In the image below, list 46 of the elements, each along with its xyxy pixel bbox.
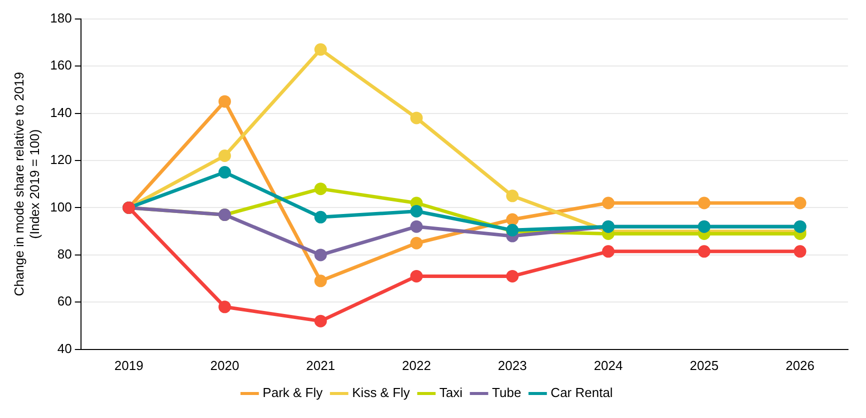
point bbox=[506, 213, 519, 226]
legend-label: Car Rental bbox=[550, 385, 613, 400]
legend-label: Park & Fly bbox=[262, 385, 324, 400]
point bbox=[698, 245, 710, 258]
point bbox=[602, 196, 615, 210]
point bbox=[218, 150, 231, 162]
y-tick-label: 160 bbox=[50, 58, 72, 73]
x-tick-label: 2025 bbox=[690, 358, 719, 373]
point bbox=[218, 95, 231, 108]
point bbox=[314, 210, 327, 224]
x-tick-label: 2020 bbox=[210, 358, 240, 373]
y-axis-title: Change in mode share relative to 2019 (Index 2019 = 100) bbox=[11, 72, 42, 296]
point bbox=[794, 245, 806, 258]
x-tick-label: 2023 bbox=[498, 358, 527, 373]
y-tick-label: 40 bbox=[57, 340, 72, 356]
point bbox=[410, 220, 423, 233]
legend-label: Tube bbox=[492, 385, 522, 400]
legend-label: Taxi bbox=[439, 385, 463, 400]
x-tick-label: 2021 bbox=[306, 358, 336, 373]
point bbox=[794, 196, 806, 210]
point bbox=[410, 112, 423, 124]
point bbox=[410, 236, 423, 250]
point bbox=[218, 166, 231, 179]
point bbox=[410, 205, 423, 218]
x-tick-label: 2019 bbox=[114, 358, 144, 373]
x-tick-label: 2026 bbox=[786, 358, 815, 373]
x-tick-label: 2022 bbox=[402, 358, 431, 373]
point bbox=[314, 182, 327, 196]
point bbox=[314, 314, 327, 328]
y-tick-label: 80 bbox=[57, 246, 72, 262]
point bbox=[506, 270, 519, 282]
y-tick-label: 100 bbox=[50, 199, 72, 214]
x-tick-label: 2024 bbox=[594, 358, 623, 373]
legend-label: Kiss & Fly bbox=[352, 385, 410, 400]
y-tick-label: 140 bbox=[50, 104, 72, 120]
point bbox=[314, 274, 327, 288]
point bbox=[698, 196, 710, 210]
point bbox=[314, 248, 327, 262]
y-tick-label: 120 bbox=[50, 152, 72, 168]
point bbox=[314, 43, 327, 56]
y-tick-label: 180 bbox=[50, 10, 72, 26]
point bbox=[506, 190, 519, 202]
point bbox=[218, 300, 231, 314]
y-tick-label: 60 bbox=[57, 294, 72, 309]
point bbox=[410, 270, 423, 282]
point bbox=[602, 245, 615, 258]
